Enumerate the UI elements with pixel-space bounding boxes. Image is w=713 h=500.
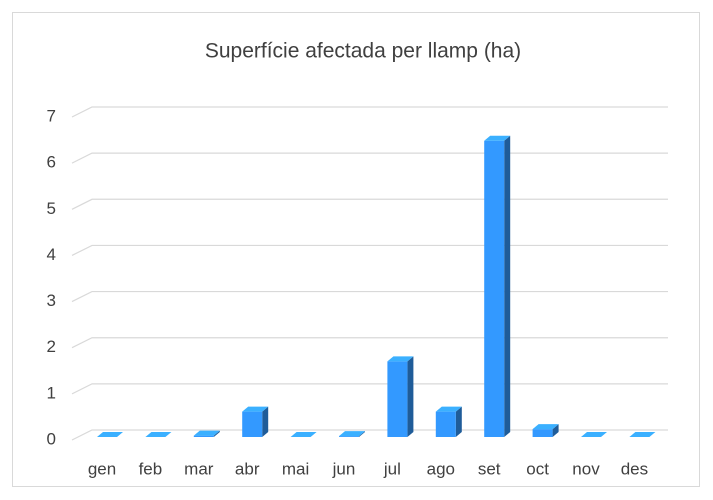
bar [629, 432, 656, 437]
x-tick-label: jun [332, 459, 356, 478]
grid-line [71, 244, 668, 256]
bar-top [629, 432, 656, 437]
chart-border [12, 12, 700, 487]
grid-line [71, 198, 668, 210]
bar-top [339, 431, 365, 437]
bar [484, 135, 511, 437]
bar-top [532, 424, 559, 430]
grid-line [71, 429, 668, 441]
grid-line [71, 106, 668, 118]
bar-top [435, 406, 462, 412]
bar [97, 432, 123, 437]
bar-front [435, 411, 456, 437]
grid-line [71, 337, 668, 349]
x-tick-label: nov [572, 459, 600, 478]
bar-side [407, 356, 414, 437]
y-tick-label: 3 [47, 291, 56, 310]
y-tick-label: 7 [47, 106, 56, 125]
x-tick-label: jul [383, 459, 401, 478]
bar-top [581, 432, 607, 437]
x-tick-label: feb [139, 459, 163, 478]
bar [387, 356, 414, 437]
bar [242, 406, 269, 437]
bar-side [504, 135, 511, 437]
bar-top [97, 432, 123, 437]
bar-top [242, 406, 269, 412]
bar [290, 432, 317, 437]
grid-line [71, 290, 668, 303]
bar-top [145, 432, 172, 437]
bar [532, 424, 559, 437]
bar-side [552, 424, 559, 437]
x-tick-label: ago [427, 459, 455, 478]
bar-front [484, 140, 505, 437]
x-tick-label: gen [88, 459, 116, 478]
y-tick-label: 5 [47, 199, 56, 218]
x-tick-label: set [478, 459, 501, 478]
y-tick-label: 2 [47, 337, 56, 356]
bar [581, 432, 607, 437]
bar-front [242, 411, 263, 437]
bar [193, 430, 220, 437]
chart-title: Superfície afectada per llamp (ha) [205, 40, 521, 63]
grid-line [71, 383, 668, 395]
bar-top [193, 430, 220, 436]
bar-front [532, 429, 553, 437]
bar-side [213, 430, 220, 437]
y-tick-label: 0 [47, 429, 56, 448]
bar-front [193, 435, 214, 437]
bar-top [484, 135, 511, 141]
bar [435, 406, 462, 437]
bar-side [455, 406, 462, 437]
x-tick-label: oct [526, 459, 549, 478]
bar-side [359, 431, 365, 437]
bar [145, 432, 172, 437]
bar-front [387, 361, 408, 437]
x-tick-label: des [621, 459, 648, 478]
bar-side [262, 406, 269, 437]
y-tick-label: 1 [47, 383, 56, 402]
y-tick-label: 6 [47, 153, 56, 172]
y-tick-label: 4 [47, 245, 56, 264]
x-tick-label: abr [235, 459, 260, 478]
bar-top [387, 356, 414, 362]
x-tick-label: mai [282, 459, 309, 478]
bar-front [339, 436, 359, 437]
x-tick-label: mar [184, 459, 214, 478]
bar-top [290, 432, 317, 437]
grid-line [71, 152, 668, 164]
bar [339, 431, 365, 437]
